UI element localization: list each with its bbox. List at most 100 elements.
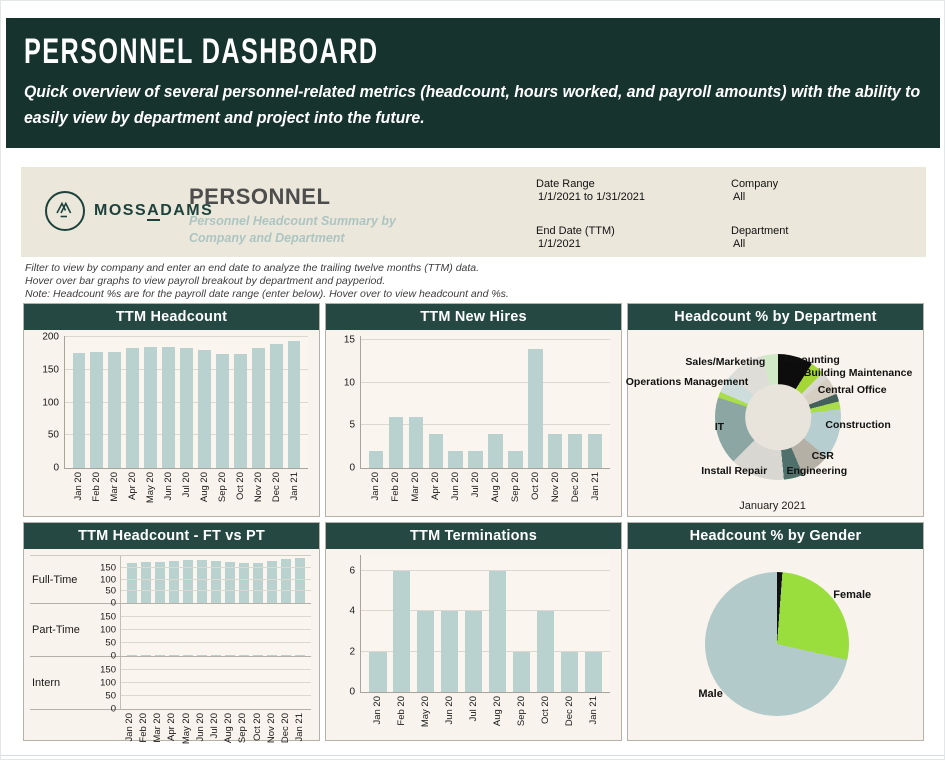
x-label-text: Jan 20 xyxy=(72,472,84,501)
headcount-by-gender-chart[interactable]: Female Male xyxy=(628,549,923,740)
bar-Jan 20[interactable] xyxy=(72,353,86,468)
bar-Jan 21[interactable] xyxy=(287,341,301,468)
ttm-new-hires-chart[interactable]: 0 5 10 15 Jan 20 Feb 20 Mar 20 Apr 20 Jun 20 Jul … xyxy=(326,330,621,516)
bar-slot xyxy=(223,556,237,603)
bar-Mar 20[interactable] xyxy=(154,562,166,603)
pie-dept-donut[interactable] xyxy=(715,354,842,480)
plot-area[interactable] xyxy=(120,657,311,709)
bar-slot xyxy=(557,555,581,692)
bar-Oct 20[interactable] xyxy=(528,348,543,468)
bar-Jul 20[interactable] xyxy=(210,560,222,603)
bar-Nov 20[interactable] xyxy=(266,560,278,603)
ttm-headcount-chart[interactable]: 0 50 100 150 200 Jan 20 Feb 20 Mar 20 Apr 20 May … xyxy=(24,330,319,516)
dashboard-banner: PERSONNEL DASHBOARD Quick overview of se… xyxy=(6,18,940,148)
bar-Oct 20[interactable] xyxy=(536,611,554,692)
x-label: Jan 20 xyxy=(365,693,389,740)
bar-Dec 20[interactable] xyxy=(269,343,283,468)
x-label-text: Jul 20 xyxy=(180,472,192,498)
bar-Sep 20[interactable] xyxy=(508,450,523,468)
bar-Aug 20[interactable] xyxy=(197,350,211,468)
bar-Dec 20[interactable] xyxy=(560,651,578,692)
bar-Mar 20[interactable] xyxy=(108,351,122,468)
bar-Apr 20[interactable] xyxy=(428,433,443,468)
plot-area[interactable] xyxy=(120,604,311,656)
x-label-text: Dec 20 xyxy=(270,472,282,503)
bar-May 20[interactable] xyxy=(144,347,158,468)
bar-slot xyxy=(237,657,251,709)
bar-Jan 21[interactable] xyxy=(587,433,603,468)
bar-Oct 20[interactable] xyxy=(233,354,247,468)
filter-company-value[interactable]: All xyxy=(733,191,746,203)
bar-May 20[interactable] xyxy=(182,560,194,603)
bar-Feb 20[interactable] xyxy=(140,562,152,603)
bar-Apr 20[interactable] xyxy=(168,560,180,603)
bar-Jun 20[interactable] xyxy=(162,347,176,468)
bar-May 20[interactable] xyxy=(417,611,435,692)
filter-end-date-ttm-value[interactable]: 1/1/2021 xyxy=(538,238,581,250)
bar-Jan 21[interactable] xyxy=(294,558,306,603)
bar-Jan 20[interactable] xyxy=(369,651,387,692)
x-label-text: Sep 20 xyxy=(216,472,228,503)
ft-vs-pt-chart[interactable]: Full-Time 0 50 100 150 Part-Time 0 50 100 150 Inte… xyxy=(24,549,319,744)
bar-Aug 20[interactable] xyxy=(488,433,503,468)
headcount-by-department-chart[interactable]: Accounting Building Maintenance Central Of… xyxy=(626,330,923,516)
series-row-Full-Time: Full-Time 0 50 100 150 xyxy=(30,555,311,609)
bar-Sep 20[interactable] xyxy=(238,655,250,656)
bar-Oct 20[interactable] xyxy=(252,563,264,603)
bar-Apr 20[interactable] xyxy=(126,348,140,468)
bar-Nov 20[interactable] xyxy=(251,347,265,468)
bar-Aug 20[interactable] xyxy=(224,561,236,603)
bar-Jul 20[interactable] xyxy=(468,450,483,468)
bar-May 20[interactable] xyxy=(182,655,194,656)
bar-Jun 20[interactable] xyxy=(196,655,208,656)
bar-Sep 20[interactable] xyxy=(215,354,229,468)
plot-area[interactable]: 0 50 100 150 200 xyxy=(42,332,308,474)
bar-Jan 21[interactable] xyxy=(294,655,306,656)
bar-Feb 20[interactable] xyxy=(388,416,404,468)
bar-Dec 20[interactable] xyxy=(568,433,583,468)
dashboard-subtitle: Quick overview of several personnel-rela… xyxy=(24,82,921,127)
x-label: Nov 20 xyxy=(545,469,565,516)
bar-Jul 20[interactable] xyxy=(464,611,483,692)
bar-Jul 20[interactable] xyxy=(180,348,193,468)
bar-Mar 20[interactable] xyxy=(154,655,166,656)
bar-Jan 20[interactable] xyxy=(126,562,138,603)
plot-area[interactable]: 0 2 4 6 xyxy=(349,555,610,698)
bar-Dec 20[interactable] xyxy=(280,655,292,656)
bar-Jun 20[interactable] xyxy=(441,611,459,692)
bar-Jul 20[interactable] xyxy=(210,655,222,656)
y-tick-label: 6 xyxy=(349,565,355,577)
bar-Feb 20[interactable] xyxy=(393,571,411,692)
slice-label: Male xyxy=(698,688,723,701)
plot-area[interactable]: 0 5 10 15 xyxy=(344,335,610,474)
bar-Jun 20[interactable] xyxy=(196,560,208,603)
bar-Jan 20[interactable] xyxy=(126,655,138,656)
bar-Jan 20[interactable] xyxy=(368,450,384,468)
pie-gender-pie[interactable] xyxy=(704,572,849,716)
bar-slot xyxy=(70,336,88,468)
x-label: Mar 20 xyxy=(105,469,123,516)
y-tick-label: 100 xyxy=(100,677,116,689)
bar-slot xyxy=(414,555,438,692)
filter-department-value[interactable]: All xyxy=(733,238,746,250)
bar-Nov 20[interactable] xyxy=(266,655,278,656)
bar-Sep 20[interactable] xyxy=(238,563,250,603)
bar-Aug 20[interactable] xyxy=(224,655,236,656)
bar-Feb 20[interactable] xyxy=(90,351,104,468)
bar-Apr 20[interactable] xyxy=(168,655,180,656)
bar-slot xyxy=(125,657,139,709)
plot-area[interactable] xyxy=(120,556,311,603)
ttm-terminations-chart[interactable]: 0 2 4 6 Jan 20 Feb 20 May 20 Jun 20 Jul 20 Aug 20… xyxy=(326,549,621,740)
bar-Oct 20[interactable] xyxy=(252,655,264,656)
gridline xyxy=(121,566,311,568)
bar-Sep 20[interactable] xyxy=(512,651,530,692)
bar-Jun 20[interactable] xyxy=(448,450,463,468)
bar-Feb 20[interactable] xyxy=(140,655,152,656)
bar-Aug 20[interactable] xyxy=(488,571,507,692)
bar-Mar 20[interactable] xyxy=(408,416,423,468)
slice-label: IT xyxy=(714,420,725,433)
bar-Jan 21[interactable] xyxy=(584,651,602,692)
bar-Nov 20[interactable] xyxy=(548,433,563,468)
filter-date-range-value[interactable]: 1/1/2021 to 1/31/2021 xyxy=(538,191,646,203)
bar-Dec 20[interactable] xyxy=(280,559,292,603)
